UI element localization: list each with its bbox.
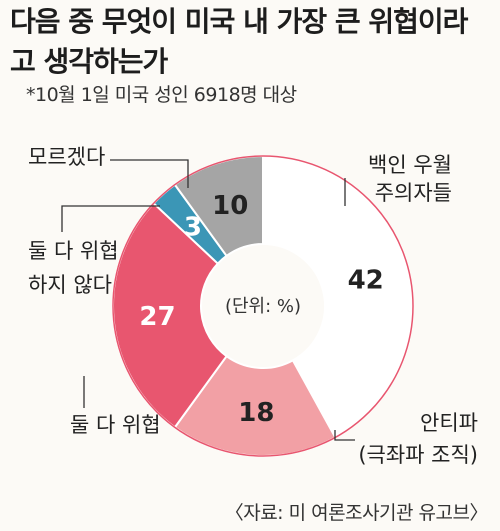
- slice-category-label: 백인 우월: [368, 153, 452, 177]
- leader-line: [334, 430, 355, 441]
- slice-category-label: 주의자들: [375, 181, 452, 205]
- slice-value-label: 42: [348, 266, 384, 296]
- leader-line: [110, 159, 189, 188]
- slice-value-label: 3: [184, 212, 202, 242]
- leader-line: [61, 205, 160, 232]
- donut-outline: [112, 155, 414, 457]
- slice-value-label: 27: [139, 302, 175, 332]
- slice-category-label: 모르겠다: [28, 145, 105, 169]
- slice-category-label: 둘 다 위협: [28, 239, 119, 263]
- chart-title: 다음 중 무엇이 미국 내 가장 큰 위협이라고 생각하는가: [10, 5, 468, 78]
- slice-category-label: 하지 않다: [28, 273, 112, 297]
- chart-subtitle: *10월 1일 미국 성인 6918명 대상: [26, 84, 297, 106]
- slice-category-label: 안티파: [420, 411, 478, 435]
- source-note: 〈자료: 미 여론조사기관 유고브〉: [224, 502, 489, 524]
- slice-value-label: 10: [212, 191, 248, 221]
- slice-value-label: 18: [238, 398, 274, 428]
- unit-label: (단위: %): [225, 296, 301, 317]
- slice-category-label: 둘 다 위협: [70, 413, 161, 437]
- slice-category-label: (극좌파 조직): [358, 443, 478, 467]
